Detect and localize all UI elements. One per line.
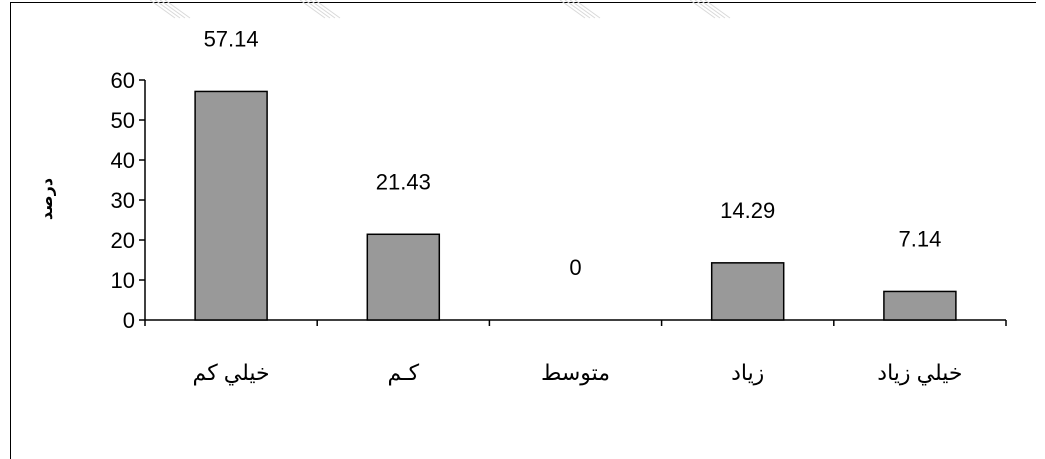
category-label: خيلي كم <box>193 360 270 386</box>
y-tick-label: 40 <box>111 148 135 173</box>
y-tick-label: 60 <box>111 68 135 93</box>
category-label: متوسط <box>541 360 610 385</box>
watermark-hatching <box>149 0 731 19</box>
data-label: 0 <box>569 255 581 280</box>
category-label: خيلي زياد <box>877 360 962 386</box>
chart-frame <box>10 2 1036 459</box>
y-tick-label: 30 <box>111 188 135 213</box>
category-label: كـم <box>388 360 420 386</box>
y-tick-label: 50 <box>111 108 135 133</box>
bar <box>883 290 957 321</box>
data-label: 57.14 <box>204 26 259 51</box>
y-tick-label: 10 <box>111 268 135 293</box>
data-label: 7.14 <box>898 226 941 251</box>
y-tick-label: 0 <box>123 308 135 333</box>
bar <box>366 233 441 321</box>
bars <box>194 90 957 321</box>
y-tick-label: 20 <box>111 228 135 253</box>
bar <box>194 90 268 321</box>
bar <box>710 262 785 321</box>
category-label: زياد <box>731 360 764 385</box>
y-axis-label: درصد <box>39 178 56 220</box>
data-label: 14.29 <box>720 198 775 223</box>
labels: 57.14 خيلي كم 21.43 كـم 0 متوسط 14.29 زياد 7.14 خ… <box>193 26 963 386</box>
axes: 0 10 20 30 40 50 60 <box>111 68 1007 333</box>
data-label: 21.43 <box>376 169 431 194</box>
